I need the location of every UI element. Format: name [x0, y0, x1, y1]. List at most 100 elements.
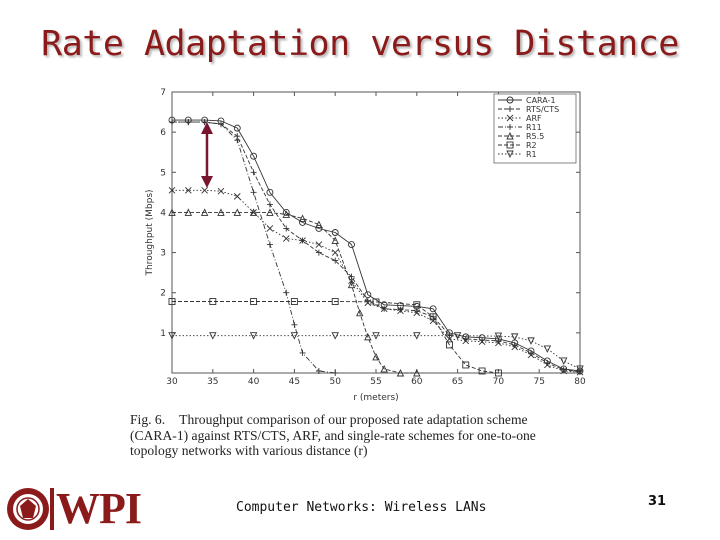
data-point-r1 — [494, 332, 503, 341]
legend-marker-r2 — [506, 141, 514, 149]
data-point-arf — [429, 317, 437, 325]
x-tick-label: 40 — [248, 377, 260, 387]
data-point-arf — [446, 335, 453, 343]
data-point-r2 — [462, 361, 470, 369]
data-point-cara-1 — [266, 188, 274, 196]
data-point-cara-1 — [429, 305, 437, 313]
caption-line-1: Throughput comparison of our proposed ra… — [179, 412, 528, 427]
data-point-arf — [331, 249, 339, 256]
series-line-r5-5 — [172, 211, 417, 374]
data-point-r5-5 — [168, 208, 176, 216]
data-point-r11 — [185, 119, 192, 126]
legend-label-cara-1: CARA-1 — [526, 96, 556, 105]
data-point-r11 — [250, 189, 257, 196]
data-point-r2 — [429, 313, 437, 321]
series-line-r1 — [172, 335, 581, 370]
x-axis-label: r (meters) — [353, 393, 398, 403]
data-point-r1 — [413, 332, 421, 340]
data-point-r5-5 — [396, 368, 405, 377]
data-point-r5-5 — [282, 210, 290, 218]
data-point-r2 — [250, 298, 258, 305]
data-point-rts-cts — [266, 201, 273, 208]
data-point-r5-5 — [380, 364, 388, 373]
x-tick-label: 55 — [370, 377, 381, 387]
data-point-r11 — [217, 121, 224, 128]
data-point-r11 — [234, 137, 241, 144]
data-point-cara-1 — [331, 229, 339, 236]
x-tick-label: 65 — [452, 377, 463, 387]
y-tick-label: 6 — [160, 128, 166, 138]
data-point-r11 — [201, 119, 208, 126]
data-point-arf — [233, 193, 241, 200]
data-point-r5-5 — [233, 208, 242, 216]
data-point-r5-5 — [315, 220, 323, 228]
data-point-r2 — [494, 369, 502, 377]
data-point-r5-5 — [355, 308, 364, 317]
data-point-r11 — [169, 119, 175, 126]
data-point-r5-5 — [200, 208, 209, 216]
x-tick-label: 70 — [493, 377, 505, 387]
data-point-r1 — [249, 332, 258, 340]
data-point-arf — [217, 187, 225, 195]
x-tick-label: 50 — [329, 377, 341, 387]
data-point-rts-cts — [315, 249, 322, 256]
legend-label-rts-cts: RTS/CTS — [526, 105, 559, 114]
legend-label-r2: R2 — [526, 141, 537, 150]
data-point-r2 — [413, 301, 421, 309]
data-point-r5-5 — [331, 236, 339, 244]
logo-divider — [50, 488, 54, 530]
data-point-r1 — [168, 332, 176, 340]
data-point-arf — [201, 187, 208, 194]
legend-marker-arf — [506, 114, 514, 122]
data-point-arf — [462, 337, 470, 345]
arrow-head-up — [201, 122, 213, 134]
data-point-cara-1 — [282, 208, 290, 216]
x-tick-label: 30 — [166, 377, 178, 387]
data-point-r11 — [299, 349, 306, 356]
data-point-arf — [282, 235, 290, 242]
data-point-arf — [544, 361, 551, 369]
data-point-r1 — [453, 332, 462, 340]
data-point-r2 — [331, 298, 339, 305]
legend-marker-cara-1 — [506, 96, 514, 104]
data-point-r5-5 — [347, 280, 356, 289]
legend-marker-r5-5 — [506, 131, 514, 140]
data-point-arf — [299, 237, 306, 244]
arrow-head-down — [201, 176, 213, 188]
x-tick-label: 75 — [533, 377, 544, 387]
data-point-cara-1 — [364, 291, 372, 299]
data-point-r2 — [168, 298, 176, 305]
data-point-r2 — [478, 367, 486, 375]
legend-marker-rts-cts — [507, 106, 513, 112]
data-point-r1 — [559, 357, 568, 365]
data-point-r1 — [576, 365, 584, 373]
legend-marker-r11 — [507, 124, 513, 130]
data-point-r11 — [283, 289, 290, 296]
data-point-arf — [315, 241, 323, 248]
data-point-arf — [495, 339, 502, 347]
data-point-r1 — [209, 332, 217, 340]
x-tick-label: 80 — [574, 377, 586, 387]
data-point-r11 — [315, 367, 322, 374]
data-point-arf — [511, 343, 519, 351]
data-point-r5-5 — [184, 208, 193, 216]
figure-caption: Fig. 6. Throughput comparison of our prop… — [130, 412, 610, 459]
data-point-arf — [168, 187, 176, 194]
footer-course-title: Computer Networks: Wireless LANs — [236, 500, 487, 515]
page-number: 31 — [648, 494, 667, 509]
y-tick-label: 5 — [160, 168, 166, 178]
x-tick-label: 60 — [411, 377, 423, 387]
caption-line-3: topology networks with various distance … — [130, 443, 368, 458]
series-line-r11 — [172, 121, 336, 374]
y-tick-label: 1 — [160, 329, 166, 339]
x-tick-label: 35 — [207, 377, 218, 387]
data-point-r2 — [209, 298, 217, 305]
data-point-r11 — [266, 241, 273, 248]
data-point-arf — [380, 305, 388, 313]
data-point-r1 — [527, 337, 535, 345]
data-point-r1 — [372, 332, 380, 340]
data-point-r11 — [332, 370, 339, 376]
data-point-rts-cts — [283, 225, 290, 232]
data-point-r5-5 — [249, 208, 258, 216]
